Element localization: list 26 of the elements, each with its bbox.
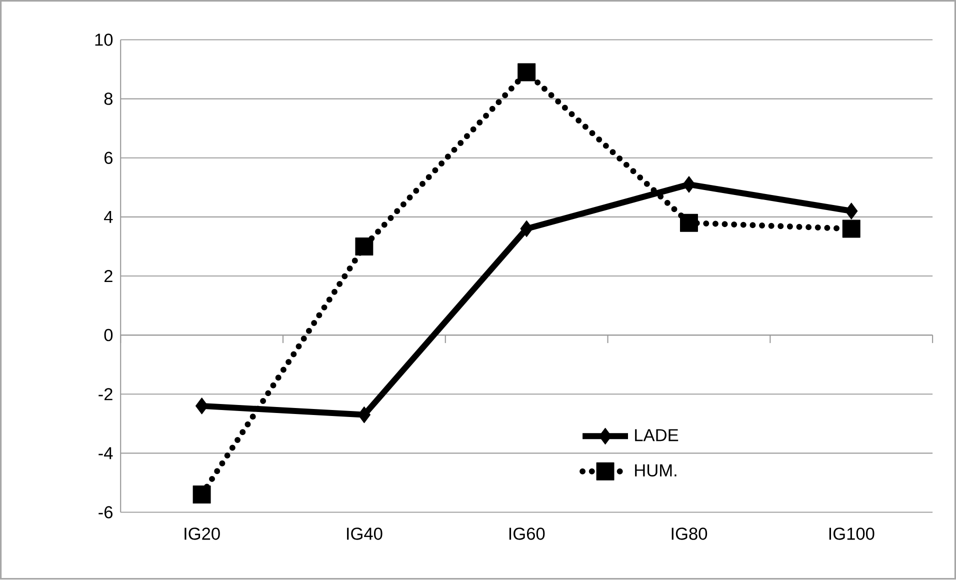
y-tick-label: -4 bbox=[98, 447, 113, 460]
point bbox=[845, 202, 858, 220]
x-tick-label: IG80 bbox=[672, 528, 708, 540]
y-tick-label: 10 bbox=[95, 34, 113, 46]
point bbox=[842, 220, 860, 238]
x-tick-label: IG20 bbox=[184, 528, 220, 540]
point bbox=[682, 176, 696, 193]
point bbox=[195, 398, 208, 414]
point bbox=[680, 214, 698, 232]
legend-label: LADE bbox=[635, 429, 678, 442]
y-tick-label: 8 bbox=[104, 92, 112, 106]
y-tick-label: -2 bbox=[98, 388, 112, 400]
point bbox=[355, 238, 374, 256]
y-tick-label: -6 bbox=[98, 506, 112, 519]
y-tick-label: 2 bbox=[104, 270, 112, 282]
y-tick-label: 6 bbox=[104, 152, 112, 164]
y-tick-label: 0 bbox=[104, 329, 113, 342]
point bbox=[518, 63, 536, 82]
x-tick-label: IG40 bbox=[347, 528, 382, 540]
point bbox=[520, 220, 533, 238]
y-tick-label: 4 bbox=[104, 211, 113, 224]
x-tick-label: IG60 bbox=[509, 528, 545, 540]
legend-label: HUM. bbox=[635, 464, 676, 477]
point bbox=[358, 406, 371, 424]
x-tick-label: IG100 bbox=[829, 528, 874, 540]
point bbox=[192, 486, 211, 504]
